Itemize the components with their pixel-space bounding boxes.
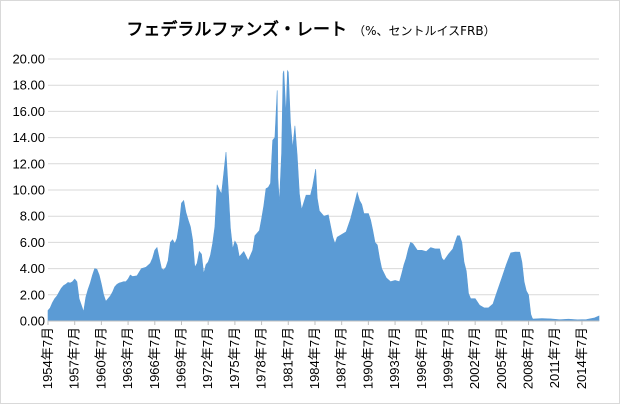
y-tick-label: 0.00: [20, 314, 45, 329]
y-tick-label: 20.00: [12, 52, 45, 67]
chart-title: フェデラルファンズ・レート: [126, 20, 348, 40]
x-tick-label: 2011年7月: [547, 327, 562, 388]
x-tick-label: 1963年7月: [120, 327, 135, 389]
x-tick-label: 1972年7月: [200, 327, 215, 389]
x-tick-label: 1966年7月: [147, 327, 162, 389]
x-tick-label: 2008年7月: [521, 327, 536, 389]
x-tick-label: 1990年7月: [360, 327, 375, 389]
x-tick-label: 1978年7月: [254, 327, 269, 389]
x-tick-label: 1996年7月: [414, 327, 429, 389]
x-tick-label: 1993年7月: [387, 327, 402, 389]
x-tick-label: 1999年7月: [441, 327, 456, 389]
x-tick-label: 1957年7月: [67, 327, 82, 389]
x-tick-label: 1960年7月: [93, 327, 108, 389]
x-tick-label: 1981年7月: [280, 327, 295, 389]
x-tick-labels: 1954年7月 1957年7月 1960年7月 1963年7月 1966年7月 1969年…: [40, 327, 589, 389]
x-tick-label: 1975年7月: [227, 327, 242, 389]
x-tick-label: 1984年7月: [307, 327, 322, 389]
y-tick-label: 14.00: [12, 130, 45, 145]
chart-title-block: フェデラルファンズ・レート （%、セントルイスFRB）: [1, 15, 620, 40]
y-tick-label: 12.00: [12, 156, 45, 171]
x-tick-label: 1987年7月: [334, 327, 349, 389]
y-tick-label: 2.00: [20, 287, 45, 302]
axes: [47, 320, 599, 325]
y-tick-labels: 0.00 2.00 4.00 6.00 8.00 10.00 12.00 14.00 16.00…: [12, 52, 45, 329]
chart-subtitle: （%、セントルイスFRB）: [353, 24, 496, 38]
y-tick-label: 4.00: [20, 261, 45, 276]
y-tick-label: 18.00: [12, 78, 45, 93]
y-tick-label: 16.00: [12, 104, 45, 119]
x-tick-label: 1954年7月: [40, 327, 55, 389]
y-tick-label: 10.00: [12, 183, 45, 198]
x-tick-label: 2005年7月: [494, 327, 509, 389]
y-tick-label: 6.00: [20, 235, 45, 250]
x-tick-label: 1969年7月: [174, 327, 189, 389]
x-tick-label: 2014年7月: [574, 327, 589, 389]
y-tick-label: 8.00: [20, 209, 45, 224]
series-area: [47, 69, 600, 322]
x-tick-label: 2002年7月: [467, 327, 482, 389]
